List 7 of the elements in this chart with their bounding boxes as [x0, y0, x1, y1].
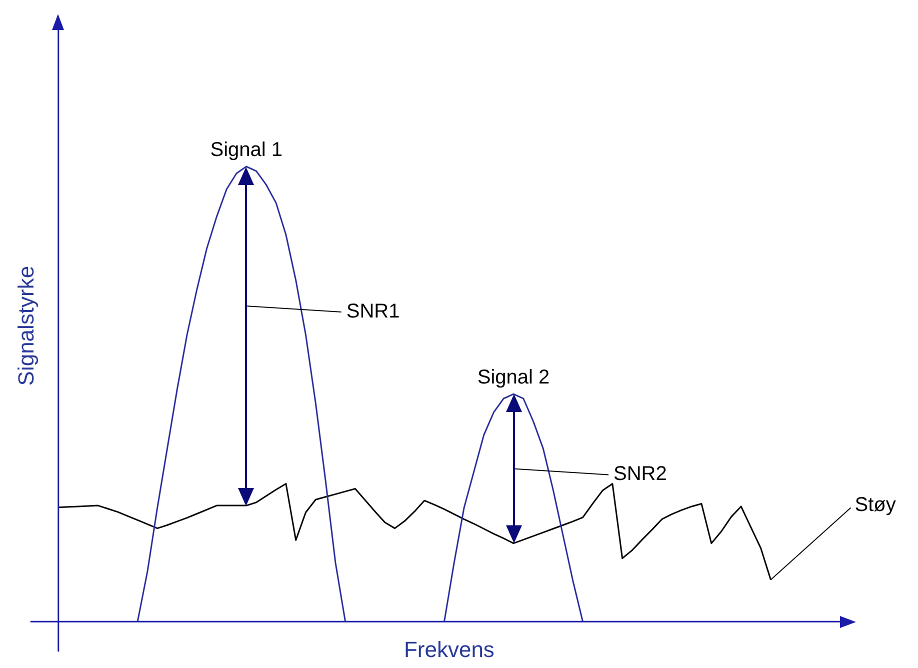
text: Signal 1 [210, 139, 283, 162]
y-axis-title: Signalstyrke [13, 266, 38, 386]
x-axis-title: Frekvens [404, 636, 494, 662]
annotation: SNR1 [346, 300, 400, 323]
annotation: Signal 2 [477, 366, 550, 389]
annotation: SNR2 [614, 463, 667, 486]
text: Støy [854, 494, 896, 516]
